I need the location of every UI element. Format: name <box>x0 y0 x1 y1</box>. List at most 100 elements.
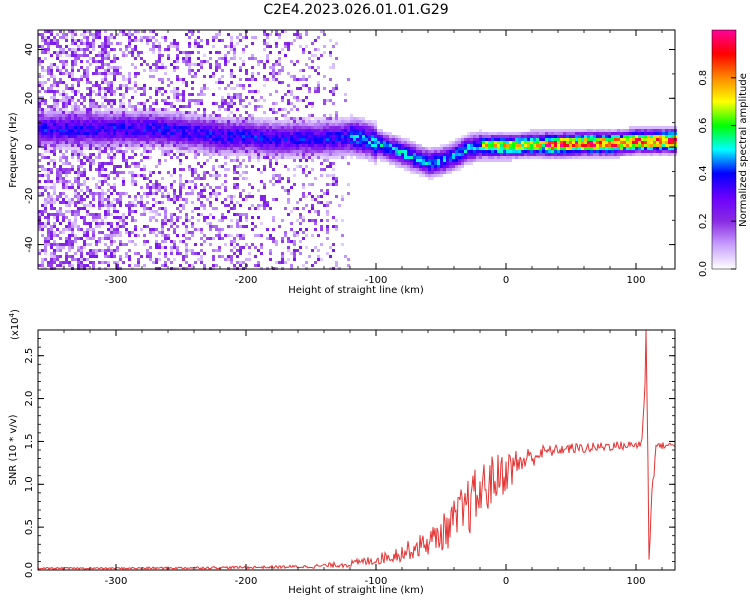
heatmap-cell <box>215 174 218 177</box>
heatmap-cell <box>245 36 248 39</box>
heatmap-cell <box>149 87 152 90</box>
heatmap-cell <box>401 141 404 144</box>
heatmap-cell <box>302 207 305 210</box>
heatmap-cell <box>185 60 188 63</box>
heatmap-cell <box>71 198 74 201</box>
heatmap-cell <box>110 66 113 69</box>
heatmap-cell <box>188 45 191 48</box>
heatmap-cell <box>188 219 191 222</box>
heatmap-cell <box>77 201 80 204</box>
heatmap-cell <box>188 231 191 234</box>
heatmap-cell <box>311 198 314 201</box>
heatmap-cell <box>371 138 374 141</box>
heatmap-cell <box>161 246 164 249</box>
heatmap-cell <box>143 129 146 132</box>
heatmap-cell <box>197 144 200 147</box>
heatmap-cell <box>335 129 338 132</box>
heatmap-cell <box>53 90 56 93</box>
heatmap-cell <box>629 147 632 150</box>
heatmap-cell <box>44 204 47 207</box>
heatmap-cell <box>71 42 74 45</box>
heatmap-cell <box>92 132 95 135</box>
heatmap-cell <box>191 168 194 171</box>
heatmap-cell <box>185 237 188 240</box>
heatmap-cell <box>260 138 263 141</box>
heatmap-cell <box>566 144 569 147</box>
heatmap-cell <box>317 84 320 87</box>
heatmap-cell <box>335 156 338 159</box>
heatmap-cell <box>479 135 482 138</box>
heatmap-cell <box>89 147 92 150</box>
heatmap-cell <box>77 246 80 249</box>
heatmap-cell <box>419 165 422 168</box>
heatmap-cell <box>206 129 209 132</box>
heatmap-cell <box>482 138 485 141</box>
heatmap-cell <box>488 156 491 159</box>
heatmap-cell <box>374 144 377 147</box>
heatmap-cell <box>38 192 41 195</box>
heatmap-cell <box>224 174 227 177</box>
heatmap-cell <box>47 39 50 42</box>
heatmap-cell <box>188 93 191 96</box>
heatmap-cell <box>281 69 284 72</box>
heatmap-cell <box>41 249 44 252</box>
heatmap-cell <box>248 258 251 261</box>
heatmap-cell <box>74 177 77 180</box>
heatmap-cell <box>458 168 461 171</box>
heatmap-cell <box>323 114 326 117</box>
heatmap-cell <box>155 192 158 195</box>
heatmap-cell <box>98 168 101 171</box>
heatmap-cell <box>431 168 434 171</box>
heatmap-cell <box>50 123 53 126</box>
heatmap-cell <box>257 216 260 219</box>
heatmap-cell <box>215 135 218 138</box>
heatmap-cell <box>125 231 128 234</box>
heatmap-cell <box>107 51 110 54</box>
heatmap-cell <box>242 237 245 240</box>
heatmap-cell <box>509 156 512 159</box>
heatmap-cell <box>110 201 113 204</box>
heatmap-cell <box>239 135 242 138</box>
heatmap-cell <box>176 48 179 51</box>
heatmap-cell <box>119 201 122 204</box>
heatmap-cell <box>155 132 158 135</box>
heatmap-cell <box>263 129 266 132</box>
heatmap-cell <box>92 114 95 117</box>
heatmap-cell <box>410 153 413 156</box>
heatmap-cell <box>236 222 239 225</box>
heatmap-cell <box>116 126 119 129</box>
heatmap-cell <box>242 153 245 156</box>
heatmap-cell <box>257 189 260 192</box>
heatmap-cell <box>464 159 467 162</box>
heatmap-cell <box>200 249 203 252</box>
heatmap-cell <box>317 126 320 129</box>
heatmap-cell <box>107 141 110 144</box>
heatmap-cell <box>173 171 176 174</box>
heatmap-cell <box>206 159 209 162</box>
heatmap-cell <box>446 159 449 162</box>
heatmap-cell <box>458 150 461 153</box>
heatmap-cell <box>314 246 317 249</box>
heatmap-cell <box>272 168 275 171</box>
heatmap-cell <box>44 240 47 243</box>
heatmap-cell <box>284 144 287 147</box>
heatmap-cell <box>476 141 479 144</box>
heatmap-cell <box>158 126 161 129</box>
heatmap-cell <box>641 147 644 150</box>
heatmap-cell <box>59 213 62 216</box>
heatmap-cell <box>317 234 320 237</box>
heatmap-cell <box>107 156 110 159</box>
heatmap-cell <box>335 177 338 180</box>
heatmap-cell <box>218 153 221 156</box>
heatmap-cell <box>329 90 332 93</box>
heatmap-cell <box>284 141 287 144</box>
heatmap-cell <box>263 198 266 201</box>
heatmap-cell <box>134 195 137 198</box>
heatmap-cell <box>176 126 179 129</box>
heatmap-cell <box>95 183 98 186</box>
heatmap-cell <box>110 162 113 165</box>
heatmap-cell <box>446 165 449 168</box>
heatmap-cell <box>308 126 311 129</box>
heatmap-cell <box>614 135 617 138</box>
heatmap-cell <box>77 198 80 201</box>
